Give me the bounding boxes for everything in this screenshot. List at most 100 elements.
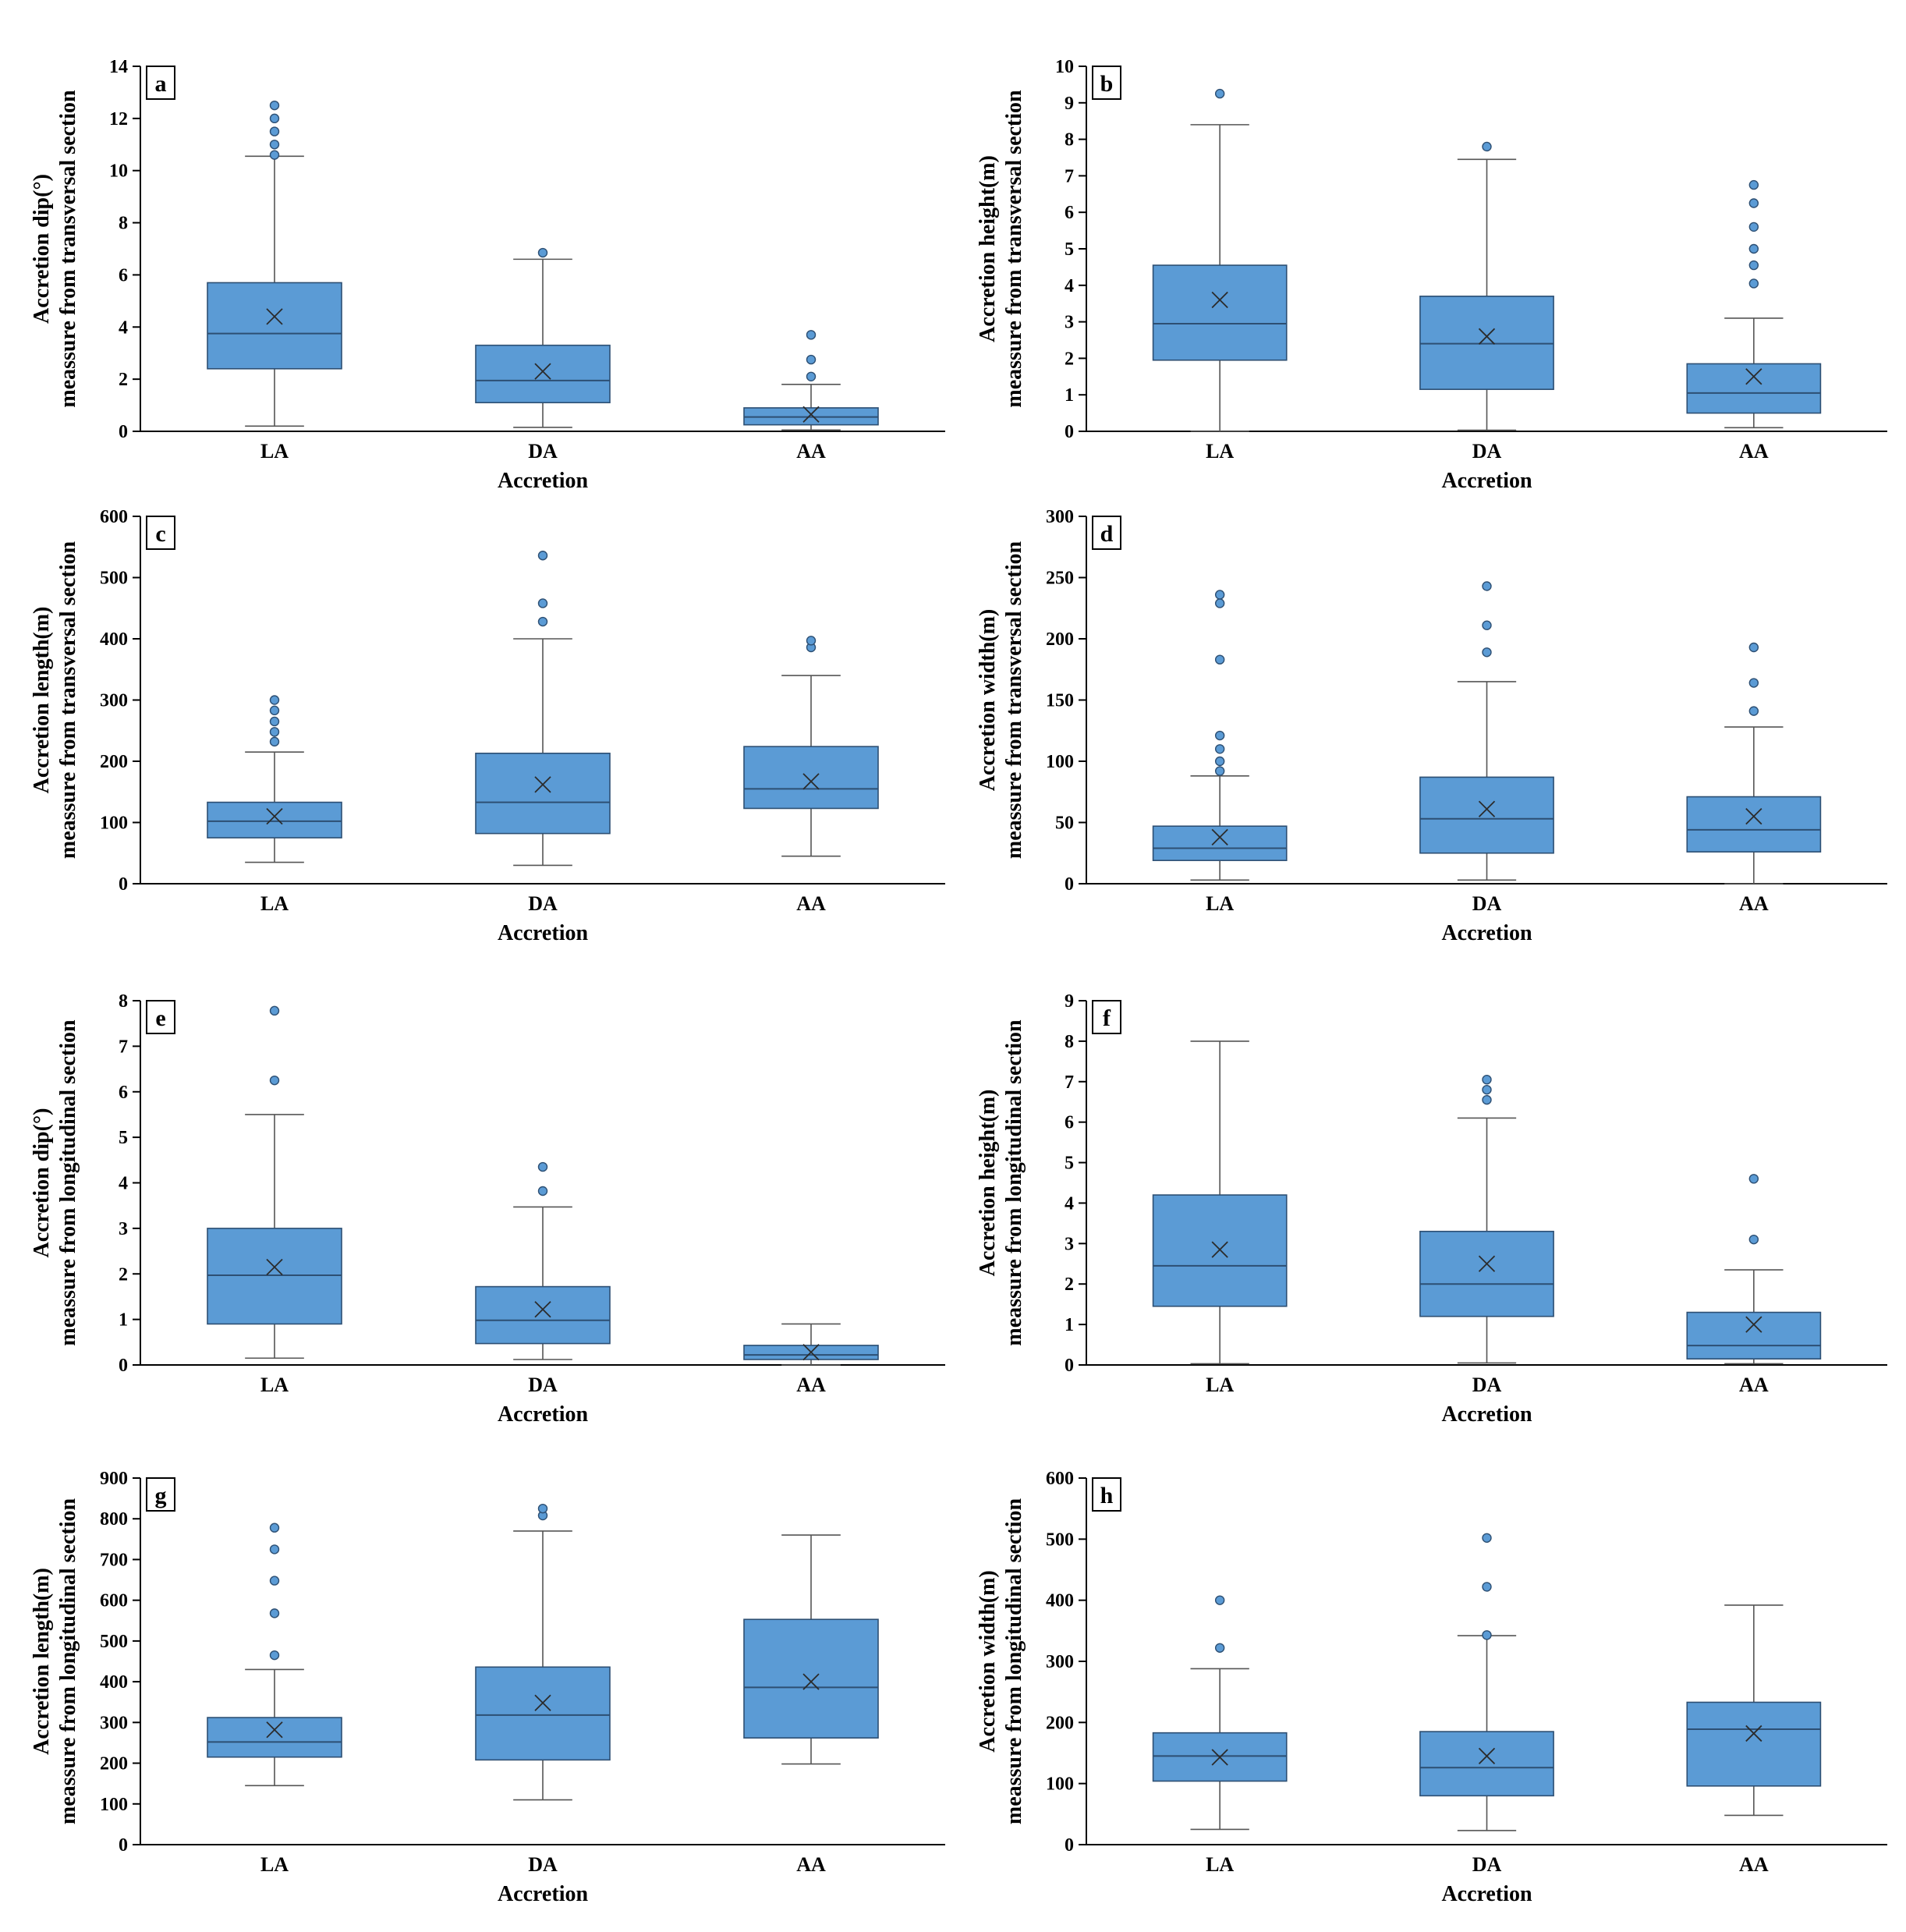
panel-letter-box bbox=[146, 516, 175, 550]
outlier-point bbox=[269, 736, 280, 747]
y-tick-label: 600 bbox=[100, 507, 128, 527]
x-category-label: AA bbox=[796, 1374, 826, 1396]
y-tick-label: 8 bbox=[119, 991, 128, 1012]
outlier-point bbox=[537, 551, 548, 561]
panel-h: 0 100 200 300 400 500 600 LA DA AA Accretion Accret… bbox=[976, 1469, 1887, 1906]
panel-letter-box bbox=[146, 66, 175, 100]
box-DA bbox=[1419, 776, 1554, 854]
outlier-point bbox=[1748, 198, 1759, 208]
y-tick-label: 700 bbox=[100, 1550, 128, 1570]
y-axis-title-line1: Accretion dip(°) bbox=[30, 174, 54, 324]
y-tick-label: 12 bbox=[109, 109, 128, 129]
panel-letter-box bbox=[146, 1000, 175, 1034]
panel-letter: h bbox=[1100, 1483, 1114, 1508]
y-tick-label: 8 bbox=[1065, 130, 1074, 151]
y-axis-title-line1: Accretion width(m) bbox=[976, 609, 1000, 792]
outlier-point bbox=[1214, 654, 1225, 665]
outlier-point bbox=[269, 1523, 280, 1533]
outlier-point bbox=[1214, 744, 1225, 754]
panel-c: 0 100 200 300 400 500 600 LA DA AA Accretion Accret… bbox=[30, 507, 945, 945]
panel-f: 0 1 2 3 4 5 6 7 8 9 LA DA AA Accretion Accretion heigh… bbox=[976, 991, 1887, 1427]
box-LA bbox=[1152, 264, 1288, 361]
outlier-point bbox=[1748, 706, 1759, 716]
y-tick-label: 10 bbox=[1055, 57, 1074, 77]
y-tick-label: 7 bbox=[1065, 1072, 1074, 1093]
y-tick-label: 1 bbox=[1065, 385, 1074, 406]
mean-marker bbox=[534, 1694, 551, 1711]
mean-marker bbox=[802, 406, 820, 423]
y-tick-label: 500 bbox=[100, 1632, 128, 1652]
panel-d: 0 50 100 150 200 250 300 LA DA AA Accretion Accreti… bbox=[976, 507, 1887, 945]
y-tick-label: 2 bbox=[119, 1264, 128, 1285]
box-AA bbox=[1686, 1701, 1822, 1787]
x-axis-title: Accretion bbox=[1441, 921, 1532, 945]
outlier-point bbox=[1482, 1533, 1492, 1543]
outlier-point bbox=[1214, 730, 1225, 741]
outlier-point bbox=[1482, 620, 1492, 630]
outlier-point bbox=[1214, 590, 1225, 600]
x-category-label: DA bbox=[528, 892, 558, 915]
y-tick-label: 1 bbox=[119, 1310, 128, 1331]
y-tick-label: 100 bbox=[100, 814, 128, 834]
outlier-point bbox=[806, 330, 817, 340]
outlier-point bbox=[1748, 179, 1759, 190]
box-DA bbox=[1419, 1731, 1554, 1797]
outlier-point bbox=[1482, 647, 1492, 658]
y-tick-label: 100 bbox=[1046, 752, 1074, 772]
y-axis-title-line1: Accretion height(m) bbox=[976, 1090, 1000, 1277]
y-tick-label: 50 bbox=[1055, 814, 1074, 834]
outlier-point bbox=[1214, 1595, 1225, 1605]
x-axis-title: Accretion bbox=[1441, 1882, 1532, 1906]
outlier-point bbox=[1214, 598, 1225, 608]
mean-marker bbox=[266, 1721, 283, 1739]
y-tick-label: 300 bbox=[1046, 1652, 1074, 1672]
x-category-label: LA bbox=[260, 440, 289, 463]
y-tick-label: 0 bbox=[1065, 874, 1074, 895]
y-tick-label: 0 bbox=[119, 874, 128, 895]
y-tick-label: 100 bbox=[100, 1795, 128, 1815]
outlier-point bbox=[1748, 1234, 1759, 1245]
panel-letter: c bbox=[155, 521, 165, 547]
x-axis-title: Accretion bbox=[498, 469, 589, 493]
y-tick-label: 9 bbox=[1065, 94, 1074, 114]
box-LA bbox=[1152, 1194, 1288, 1307]
x-category-label: DA bbox=[528, 1853, 558, 1876]
y-tick-label: 500 bbox=[1046, 1530, 1074, 1550]
box-AA bbox=[1686, 796, 1822, 853]
y-tick-label: 2 bbox=[1065, 1274, 1074, 1295]
mean-marker bbox=[802, 1344, 820, 1361]
y-tick-label: 300 bbox=[100, 1713, 128, 1733]
mean-marker bbox=[1478, 328, 1496, 345]
box-LA bbox=[207, 801, 342, 838]
outlier-point bbox=[1482, 1074, 1492, 1085]
box-DA bbox=[475, 1666, 611, 1761]
y-tick-label: 0 bbox=[1065, 422, 1074, 442]
x-category-label: AA bbox=[796, 440, 826, 463]
y-tick-label: 5 bbox=[1065, 1154, 1074, 1174]
y-axis-title-line2: meassure from longitudinal section bbox=[1002, 1498, 1026, 1824]
panel-a: 0 2 4 6 8 10 12 14 LA DA AA Accretion Accretion dip(… bbox=[30, 57, 945, 493]
panel-letter: g bbox=[155, 1483, 167, 1508]
mean-marker bbox=[1478, 800, 1496, 817]
outlier-point bbox=[537, 1503, 548, 1514]
x-axis-title: Accretion bbox=[1441, 1402, 1532, 1427]
y-tick-label: 5 bbox=[1065, 239, 1074, 260]
y-tick-label: 3 bbox=[1065, 313, 1074, 333]
y-tick-label: 8 bbox=[1065, 1032, 1074, 1052]
mean-marker bbox=[534, 363, 551, 380]
outlier-point bbox=[269, 140, 280, 150]
mean-marker bbox=[1211, 291, 1228, 309]
x-category-label: DA bbox=[1472, 1853, 1502, 1876]
x-category-label: LA bbox=[260, 1374, 289, 1396]
y-tick-label: 400 bbox=[100, 1672, 128, 1693]
outlier-point bbox=[1482, 1582, 1492, 1592]
box-AA bbox=[743, 746, 879, 810]
y-tick-label: 2 bbox=[1065, 349, 1074, 369]
y-tick-label: 4 bbox=[1065, 1193, 1074, 1214]
x-axis-title: Accretion bbox=[498, 1402, 589, 1427]
mean-marker bbox=[1745, 1725, 1763, 1742]
y-axis-title-line2: meassure from transversal section bbox=[56, 90, 80, 408]
y-tick-label: 0 bbox=[119, 1356, 128, 1376]
outlier-point bbox=[537, 1161, 548, 1172]
outlier-point bbox=[806, 636, 817, 646]
